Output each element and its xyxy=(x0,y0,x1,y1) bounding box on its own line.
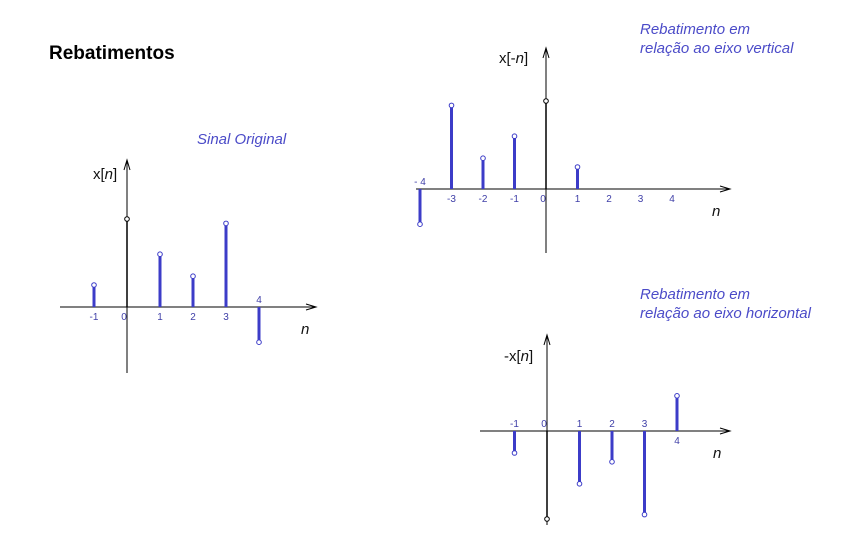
stem-marker xyxy=(574,164,581,170)
tick-label: 0 xyxy=(540,194,546,205)
y-axis-label-part: ] xyxy=(529,348,533,365)
y-axis-label-part: x[- xyxy=(499,50,516,67)
stem-marker xyxy=(91,282,97,288)
page-title: Rebatimentos xyxy=(49,43,175,64)
y-axis-label-part: ] xyxy=(524,50,528,67)
tick-label: 1 xyxy=(157,312,163,323)
y-axis-label: x[n] xyxy=(93,166,117,183)
stem-marker xyxy=(256,339,262,346)
x-axis-label: n xyxy=(301,321,309,338)
caption-original: Sinal Original xyxy=(197,130,286,149)
caption-vertical-line-1: Rebatimento em xyxy=(640,21,751,38)
stem-marker xyxy=(417,221,423,227)
tick-label: 1 xyxy=(575,194,581,205)
y-axis-label-part: x[ xyxy=(93,166,106,183)
stem-marker xyxy=(190,273,196,280)
stem-marker xyxy=(223,220,229,227)
caption-vertical-line-2: relação ao eixo vertical xyxy=(640,40,794,57)
tick-label: 4 xyxy=(669,194,675,205)
stem-marker xyxy=(448,102,455,109)
tick-label: 4 xyxy=(674,436,680,447)
x-axis-label: n xyxy=(713,445,721,462)
tick-label: 3 xyxy=(223,312,229,323)
x-axis-label: n xyxy=(712,203,720,220)
stem-marker xyxy=(674,393,680,399)
caption-original-line-1: Sinal Original xyxy=(197,131,287,148)
y-axis-label-part: -x[ xyxy=(504,348,521,365)
plot-horizontal: -x[n]n-1 0 1 2 34 xyxy=(480,333,732,525)
tick-label: 3 xyxy=(642,419,648,430)
tick-label: 1 xyxy=(577,419,583,430)
y-axis-label: -x[n] xyxy=(504,348,533,365)
stem-marker xyxy=(544,516,550,522)
plot-original: x[n]n-1 0 1 2 34 xyxy=(60,158,318,373)
y-axis-label-part: ] xyxy=(113,166,117,183)
tick-label: -1 xyxy=(510,194,519,205)
caption-horizontal: Rebatimento em relação ao eixo horizonta… xyxy=(640,285,811,323)
stem-marker xyxy=(511,450,518,456)
y-axis-label-part: n xyxy=(521,348,529,365)
y-axis-label-part: n xyxy=(516,50,524,67)
tick-label: 0 xyxy=(121,312,127,323)
tick-label: -2 xyxy=(479,194,488,205)
stem-marker xyxy=(511,133,518,139)
tick-label: -1 xyxy=(510,419,519,430)
stem-marker xyxy=(576,481,583,487)
y-axis-label: x[-n] xyxy=(499,50,528,67)
tick-label: - 4 xyxy=(414,177,426,188)
caption-horizontal-line-2: relação ao eixo horizontal xyxy=(640,305,811,322)
plot-vertical: x[-n]n- 4-3 -2 -1 0 1 2 3 4 xyxy=(414,46,732,253)
stem-marker xyxy=(641,511,648,518)
tick-label: 2 xyxy=(609,419,615,430)
y-axis-label-part: n xyxy=(105,166,113,183)
tick-label: -1 xyxy=(90,312,99,323)
tick-label: 4 xyxy=(256,295,262,306)
stem-marker xyxy=(609,459,615,465)
tick-label: -3 xyxy=(447,194,456,205)
stem-marker xyxy=(480,155,486,161)
tick-label: 0 xyxy=(541,419,547,430)
stem-marker xyxy=(124,216,130,222)
stem-marker xyxy=(157,251,163,257)
tick-label: 3 xyxy=(638,194,644,205)
tick-label: 2 xyxy=(190,312,196,323)
caption-horizontal-line-1: Rebatimento em xyxy=(640,286,751,303)
tick-label: 2 xyxy=(606,194,612,205)
caption-vertical: Rebatimento em relação ao eixo vertical xyxy=(640,20,793,58)
stem-marker xyxy=(543,98,549,104)
